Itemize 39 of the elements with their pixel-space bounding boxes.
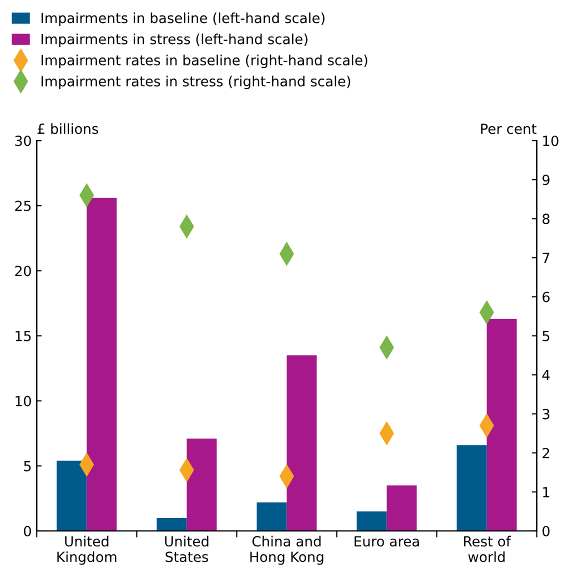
y-tick-label: 0 — [24, 526, 31, 536]
y-tick-label: 20 — [15, 266, 31, 276]
bar — [486, 318, 517, 531]
y-tick-label: 15 — [16, 330, 31, 342]
legend-label: Impairments in stress (left-hand scale) — [42, 34, 308, 48]
x-tick-label: Euro area — [354, 536, 419, 547]
bar — [186, 438, 217, 531]
y2-tick-label: 7 — [542, 252, 550, 264]
bar — [56, 460, 87, 531]
y-axis-title: £ billions — [38, 123, 98, 134]
x-tick-label: United States — [165, 536, 208, 562]
x-tick-label: United Kingdom — [57, 536, 116, 565]
y2-tick-label: 2 — [542, 448, 550, 458]
y2-tick-label: 3 — [542, 408, 550, 420]
y2-tick-label: 8 — [542, 214, 550, 224]
bar — [386, 485, 417, 531]
bar — [86, 198, 117, 531]
bar — [256, 502, 287, 531]
bar — [156, 518, 187, 531]
bar — [286, 355, 317, 531]
y-tick-label: 30 — [15, 136, 31, 146]
y-tick-label: 5 — [24, 461, 31, 472]
y2-tick-label: 10 — [543, 136, 558, 146]
bar — [456, 445, 487, 531]
y2-tick-label: 4 — [542, 370, 550, 380]
y2-axis-title: Per cent — [481, 124, 536, 134]
legend-label: Impairments in baseline (left-hand scale) — [42, 12, 324, 26]
y2-tick-label: 9 — [542, 174, 550, 186]
y2-tick-label: 6 — [542, 292, 550, 302]
y2-tick-label: 5 — [542, 330, 550, 342]
x-tick-label: China and Hong Kong — [250, 536, 324, 565]
bar — [356, 511, 387, 531]
x-tick-label: Rest of world — [464, 536, 512, 562]
y2-tick-label: 1 — [543, 487, 550, 498]
legend-label: Impairment rates in stress (right-hand scale) — [42, 76, 350, 90]
legend-label: Impairment rates in baseline (right-hand scale) — [42, 54, 368, 68]
y2-tick-label: 0 — [542, 526, 550, 536]
y-tick-label: 10 — [16, 396, 31, 406]
y-tick-label: 25 — [15, 200, 31, 212]
